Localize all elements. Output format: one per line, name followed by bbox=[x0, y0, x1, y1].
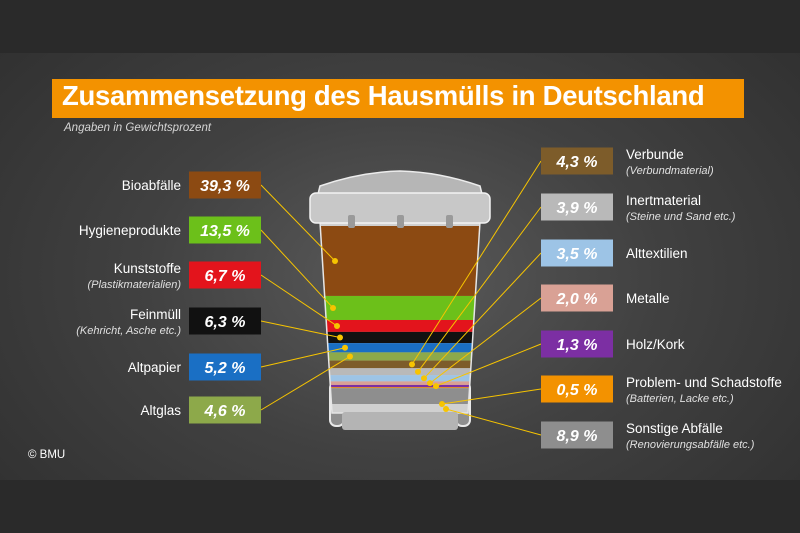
category-label-sonstige-abfaelle: Sonstige Abfälle bbox=[626, 421, 723, 436]
value-label-problem-und-schadstoffe: 0,5 % bbox=[557, 382, 598, 399]
value-label-metalle: 2,0 % bbox=[556, 291, 598, 308]
value-box-altglas bbox=[189, 396, 261, 424]
value-label-altglas: 4,6 % bbox=[204, 403, 246, 420]
bin-layer-alttextilien bbox=[320, 375, 480, 382]
category-note-inertmaterial: (Steine und Sand etc.) bbox=[626, 211, 736, 223]
bin-layer-inertmaterial bbox=[320, 368, 480, 376]
leader-line-hygieneprodukte bbox=[260, 229, 334, 309]
title-bar bbox=[52, 79, 744, 118]
value-label-feinmuell: 6,3 % bbox=[205, 314, 246, 331]
page-subtitle: Angaben in Gewichtsprozent bbox=[64, 122, 212, 134]
category-note-sonstige-abfaelle: (Renovierungsabfälle etc.) bbox=[626, 439, 755, 451]
bin-hinge-right bbox=[446, 215, 453, 228]
category-label-altglas: Altglas bbox=[140, 403, 181, 418]
category-label-altpapier: Altpapier bbox=[128, 360, 182, 375]
value-label-altpapier: 5,2 % bbox=[205, 360, 246, 377]
value-box-alttextilien bbox=[541, 239, 613, 267]
value-box-inertmaterial bbox=[541, 193, 613, 221]
leader-line-kunststoffe bbox=[260, 274, 338, 327]
copyright-credit: © BMU bbox=[28, 449, 66, 461]
value-box-metalle bbox=[541, 284, 613, 312]
value-box-hygieneprodukte bbox=[189, 216, 261, 244]
category-label-holz-kork: Holz/Kork bbox=[626, 337, 685, 352]
bin-lid-top bbox=[317, 170, 483, 195]
value-label-sonstige-abfaelle: 8,9 % bbox=[557, 428, 598, 445]
leader-line-alttextilien bbox=[423, 252, 542, 379]
bin-layer-verbunde bbox=[320, 360, 480, 369]
leader-dot-problem-und-schadstoffe bbox=[439, 401, 445, 407]
bin-layer-metalle bbox=[320, 381, 480, 385]
category-label-inertmaterial: Inertmaterial bbox=[626, 193, 701, 208]
category-label-metalle: Metalle bbox=[626, 291, 670, 306]
category-note-kunststoffe: (Plastikmaterialien) bbox=[87, 279, 181, 291]
bin-layer-altpapier bbox=[320, 343, 480, 353]
category-note-problem-und-schadstoffe: (Batterien, Lacke etc.) bbox=[626, 393, 734, 405]
value-label-kunststoffe: 6,7 % bbox=[205, 268, 246, 285]
leader-dot-altglas bbox=[347, 353, 353, 360]
value-label-hygieneprodukte: 13,5 % bbox=[200, 223, 250, 240]
leader-line-verbunde bbox=[411, 160, 542, 365]
bin-layer-feinmuell bbox=[320, 331, 480, 344]
value-box-kunststoffe bbox=[189, 261, 261, 289]
category-label-kunststoffe: Kunststoffe bbox=[114, 261, 181, 276]
leader-dot-feinmuell bbox=[337, 334, 343, 341]
category-note-verbunde: (Verbundmaterial) bbox=[626, 165, 714, 177]
category-label-feinmuell: Feinmüll bbox=[130, 307, 181, 322]
bin-hinge-center bbox=[397, 215, 404, 228]
value-box-sonstige-abfaelle bbox=[541, 421, 613, 449]
leader-line-altglas bbox=[260, 356, 351, 411]
leader-line-bioabfaelle bbox=[260, 184, 336, 262]
leader-line-holz-kork bbox=[435, 343, 542, 387]
leader-line-feinmuell bbox=[260, 320, 341, 339]
leader-dot-kunststoffe bbox=[334, 322, 340, 329]
value-label-bioabfaelle: 39,3 % bbox=[200, 178, 250, 195]
value-label-inertmaterial: 3,9 % bbox=[557, 200, 598, 217]
value-box-bioabfaelle bbox=[189, 171, 261, 199]
leader-line-inertmaterial bbox=[417, 206, 542, 372]
leader-dot-alttextilien bbox=[421, 375, 427, 382]
bin-layer-holz-kork bbox=[320, 384, 480, 388]
bin-foot bbox=[342, 412, 458, 430]
value-box-altpapier bbox=[189, 353, 261, 381]
leader-dot-inertmaterial bbox=[415, 368, 421, 375]
leader-line-problem-und-schadstoffe bbox=[441, 388, 542, 405]
bin-hinge-left bbox=[348, 215, 355, 228]
bin-layer-problem-und-schadstoffe bbox=[320, 387, 480, 389]
leader-dot-bioabfaelle bbox=[332, 257, 338, 264]
value-box-problem-und-schadstoffe bbox=[541, 375, 613, 403]
bottom-band bbox=[0, 480, 800, 533]
value-box-verbunde bbox=[541, 147, 613, 175]
leader-dot-verbunde bbox=[409, 361, 415, 368]
leader-dot-metalle bbox=[427, 380, 433, 387]
bin-layer-kunststoffe bbox=[320, 319, 480, 332]
leader-dot-holz-kork bbox=[433, 383, 439, 390]
leader-line-sonstige-abfaelle bbox=[445, 408, 542, 436]
leader-dot-altpapier bbox=[342, 344, 348, 351]
top-band bbox=[0, 0, 800, 53]
category-label-hygieneprodukte: Hygieneprodukte bbox=[79, 223, 181, 238]
page-title: Zusammensetzung des Hausmülls in Deutsch… bbox=[62, 80, 705, 111]
value-label-holz-kork: 1,3 % bbox=[557, 337, 598, 354]
bin-layers bbox=[320, 226, 480, 404]
category-label-bioabfaelle: Bioabfälle bbox=[122, 178, 181, 193]
value-box-feinmuell bbox=[189, 307, 261, 335]
leader-dot-hygieneprodukte bbox=[330, 304, 336, 311]
category-label-problem-und-schadstoffe: Problem- und Schadstoffe bbox=[626, 375, 782, 390]
leader-line-altpapier bbox=[260, 347, 346, 368]
category-label-verbunde: Verbunde bbox=[626, 147, 684, 162]
category-note-feinmuell: (Kehricht, Asche etc.) bbox=[76, 325, 181, 337]
value-label-verbunde: 4,3 % bbox=[556, 154, 598, 171]
leader-dot-sonstige-abfaelle bbox=[443, 406, 449, 412]
bin-layer-sonstige-abfaelle bbox=[320, 388, 480, 404]
value-label-alttextilien: 3,5 % bbox=[557, 246, 598, 263]
bin-layer-altglas bbox=[320, 352, 480, 361]
category-label-alttextilien: Alttextilien bbox=[626, 246, 688, 261]
value-box-holz-kork bbox=[541, 330, 613, 358]
bin-layer-bioabfaelle bbox=[320, 226, 480, 296]
leader-line-metalle bbox=[429, 297, 542, 384]
